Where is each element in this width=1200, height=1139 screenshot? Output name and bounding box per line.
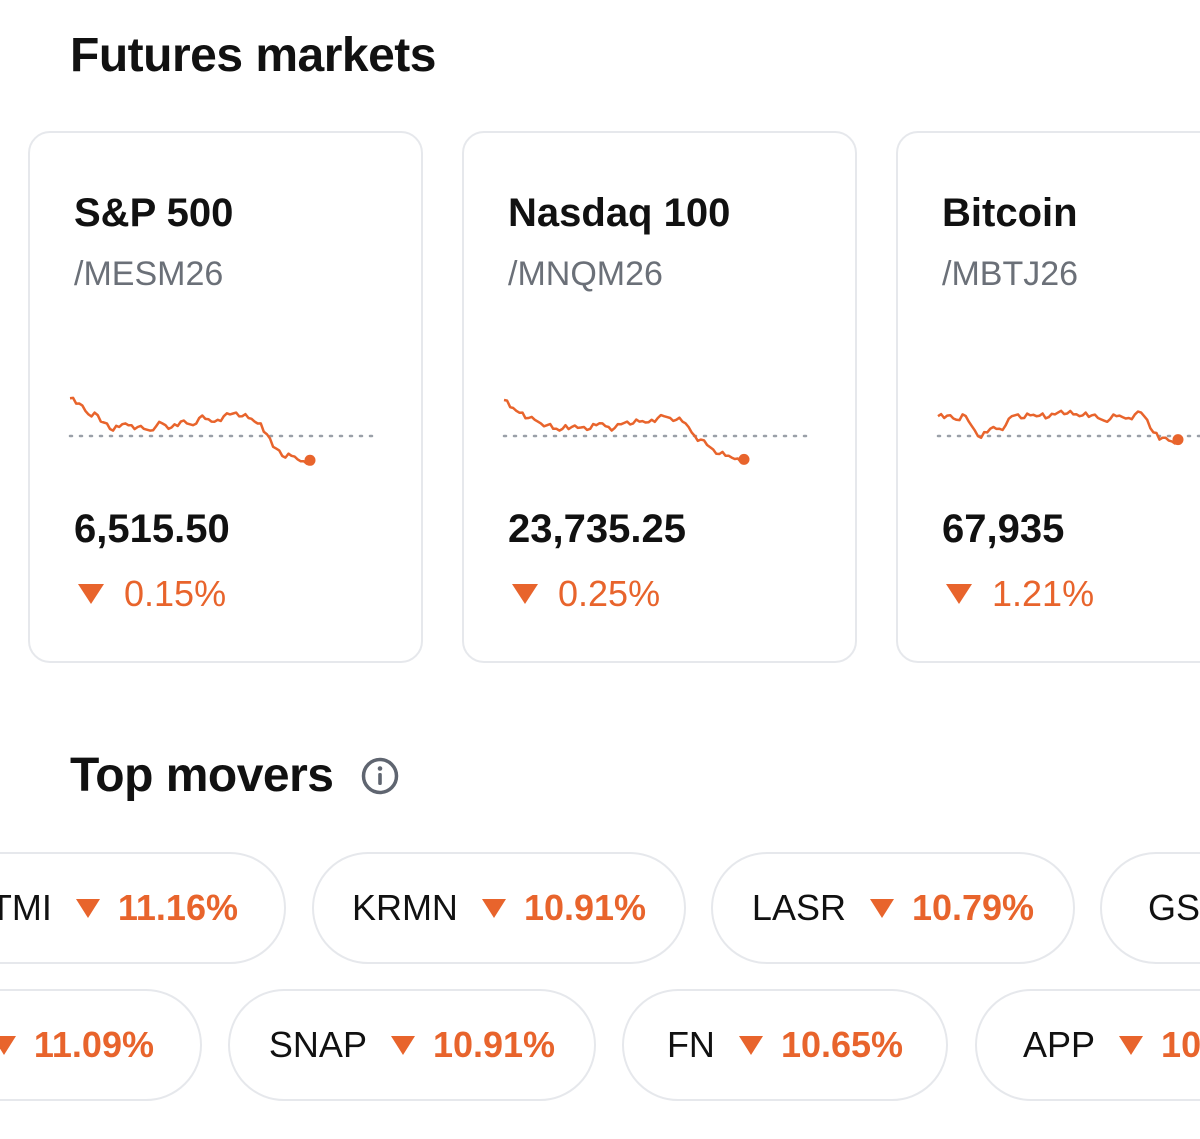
movers-header: Top movers (70, 748, 400, 803)
movers-row-1: TMI 11.16% KRMN 10.91% LASR 10.79% GSA (0, 852, 1200, 968)
down-arrow-icon (738, 1035, 763, 1055)
mover-ticker: FN (666, 1024, 715, 1065)
card-change: 0.15% (74, 573, 226, 615)
card-symbol: /MESM26 (74, 255, 224, 293)
card-change-value: 1.21% (992, 573, 1095, 614)
mover-change: 10. (1161, 1024, 1200, 1065)
card-change: 1.21% (942, 573, 1094, 615)
card-change-value: 0.25% (558, 573, 661, 614)
last-price-dot (738, 453, 750, 465)
movers-row-2: 11.09% SNAP 10.91% FN 10.65% APP 10. (0, 989, 1200, 1105)
card-price: 6,515.50 (74, 507, 230, 551)
mover-pill[interactable]: LASR 10.79% (711, 852, 1075, 964)
sparkline-chart (936, 409, 1200, 446)
card-change-value: 0.15% (124, 573, 227, 614)
mover-change: 10.91% (432, 1024, 556, 1065)
down-arrow-icon (0, 1035, 16, 1055)
mover-ticker: LASR (751, 887, 846, 928)
mover-pill[interactable]: KRMN 10.91% (312, 852, 686, 964)
down-arrow-icon (78, 584, 104, 604)
price-line (503, 398, 745, 464)
mover-pill[interactable]: SNAP 10.91% (228, 989, 596, 1101)
sparkline-chart (502, 398, 816, 465)
down-arrow-icon (512, 584, 538, 604)
mover-change: 10.65% (780, 1024, 904, 1065)
card-price: 23,735.25 (508, 507, 686, 551)
down-arrow-icon (946, 584, 972, 604)
last-price-dot (304, 454, 316, 466)
mover-pill[interactable]: 11.09% (0, 989, 202, 1101)
mover-ticker: GSA (1148, 887, 1200, 928)
down-arrow-icon (869, 898, 894, 918)
futures-card-sp500[interactable]: S&P 500 /MESM26 6,515.50 0.15% (28, 131, 423, 663)
mover-change: 10.79% (911, 887, 1035, 928)
card-price: 67,935 (942, 507, 1065, 551)
card-name: Nasdaq 100 (508, 191, 731, 235)
mover-change: 11.09% (33, 1024, 154, 1065)
card-symbol: /MNQM26 (508, 255, 663, 293)
mover-pill[interactable]: FN 10.65% (622, 989, 948, 1101)
mover-pill[interactable]: APP 10. (975, 989, 1200, 1101)
price-line (937, 409, 1179, 445)
futures-card-bitcoin[interactable]: Bitcoin /MBTJ26 67,935 1.21% (896, 131, 1200, 663)
mover-ticker: TMI (0, 887, 52, 928)
sparkline-chart (68, 396, 382, 466)
mover-ticker: KRMN (351, 887, 458, 928)
down-arrow-icon (1119, 1035, 1144, 1055)
down-arrow-icon (75, 898, 100, 918)
futures-card-nasdaq100[interactable]: Nasdaq 100 /MNQM26 23,735.25 0.25% (462, 131, 857, 663)
card-name: Bitcoin (942, 191, 1078, 235)
card-name: S&P 500 (74, 191, 234, 235)
mover-ticker: SNAP (268, 1024, 367, 1065)
card-symbol: /MBTJ26 (942, 255, 1079, 293)
movers-section-title: Top movers (70, 749, 334, 802)
futures-section-title: Futures markets (70, 29, 436, 82)
info-icon[interactable] (360, 756, 400, 796)
mover-pill[interactable]: TMI 11.16% (0, 852, 286, 964)
mover-change: 10.91% (523, 887, 647, 928)
down-arrow-icon (390, 1035, 415, 1055)
down-arrow-icon (481, 898, 506, 918)
last-price-dot (1172, 434, 1184, 446)
card-change: 0.25% (508, 573, 660, 615)
price-line (69, 396, 311, 466)
mover-pill[interactable]: GSA (1100, 852, 1200, 964)
mover-change: 11.16% (117, 887, 238, 928)
mover-ticker: APP (1023, 1024, 1096, 1065)
